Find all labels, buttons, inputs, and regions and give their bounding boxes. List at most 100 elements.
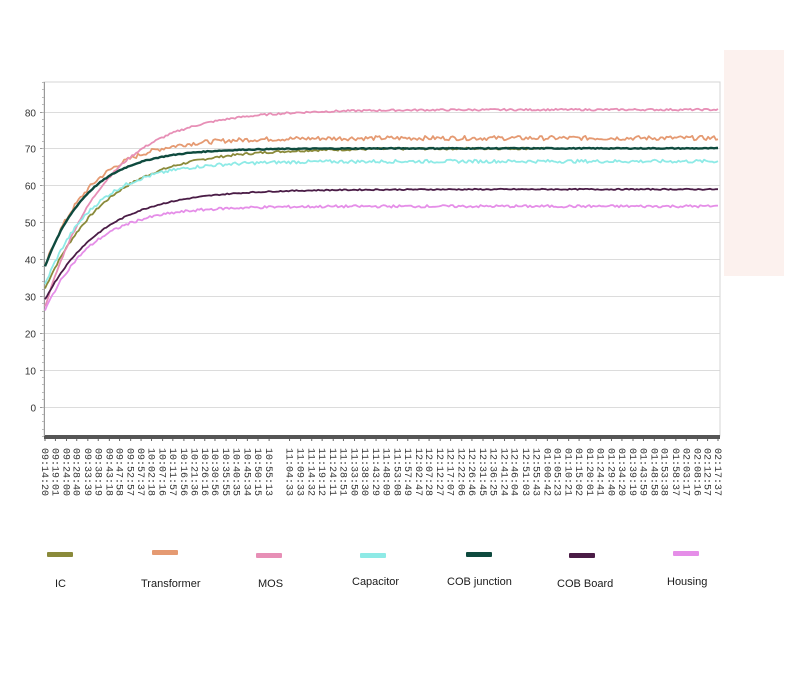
x-tick-label: 11:43:29 [369, 448, 380, 496]
x-tick-label: 09:47:58 [113, 448, 124, 496]
side-panel [724, 50, 784, 276]
y-tick-labels: 0 10 20 30 40 50 60 70 80 [25, 109, 37, 415]
x-tick-label: 09:24:00 [60, 448, 71, 496]
legend-label-housing: Housing [667, 576, 708, 588]
x-tick-label: 11:57:49 [401, 448, 412, 496]
series-line-cob-board [44, 187, 719, 300]
legend-label-ic: IC [55, 578, 66, 590]
legend-label-cob-board: COB Board [557, 578, 614, 590]
series-lines [43, 107, 719, 311]
x-tick-label: 01:10:21 [562, 448, 573, 496]
legend-label-mos: MOS [258, 578, 284, 590]
series-line-mos [44, 107, 719, 307]
x-tick-label: 09:14:20 [38, 448, 49, 496]
x-tick-label: 11:14:32 [305, 448, 316, 496]
x-tick-label: 12:41:24 [498, 448, 509, 496]
x-tick-label: 10:21:36 [187, 448, 198, 496]
x-tick-label: 12:07:28 [422, 448, 433, 496]
x-tick-label: 10:35:55 [219, 448, 230, 496]
x-axis-line [44, 435, 720, 439]
x-tick-label: 12:31:45 [476, 448, 487, 496]
x-tick-label: 10:50:15 [251, 448, 262, 496]
y-tick-label: 0 [30, 404, 36, 415]
x-tick-label: 02:12:57 [701, 448, 712, 496]
series-line-housing [44, 204, 719, 311]
x-tick-label: 11:09:33 [294, 448, 305, 496]
x-tick-label: 01:53:38 [658, 448, 669, 496]
x-tick-label: 01:29:40 [604, 448, 615, 496]
y-tick-label: 30 [25, 293, 37, 304]
x-tick-labels: 09:14:20 09:19:01 09:24:00 09:28:40 09:33:39… [38, 448, 722, 496]
x-tick-label: 09:52:57 [124, 448, 135, 496]
x-tick-label: 11:19:12 [315, 448, 326, 496]
x-tick-label: 09:28:40 [70, 448, 81, 496]
series-line-ic [44, 146, 545, 289]
x-tick-label: 12:55:43 [529, 448, 540, 496]
legend-swatch-transformer [152, 550, 178, 555]
y-tick-label: 80 [25, 109, 37, 120]
y-tick-label: 60 [25, 182, 37, 193]
x-tick-label: 09:43:18 [102, 448, 113, 496]
x-tick-label: 11:04:33 [283, 448, 294, 496]
x-tick-label: 02:03:17 [679, 448, 690, 496]
x-tick-label: 12:12:27 [433, 448, 444, 496]
x-tick-label: 01:48:58 [647, 448, 658, 496]
series-line-transformer [44, 135, 719, 265]
x-tick-label: 12:02:47 [412, 448, 423, 496]
x-tick-label: 10:40:35 [229, 448, 240, 496]
x-tick-label: 01:20:01 [583, 448, 594, 496]
y-tick-label: 50 [25, 219, 37, 230]
x-tick-label: 10:30:56 [208, 448, 219, 496]
x-tick-label: 01:58:37 [669, 448, 680, 496]
x-tick-label: 01:39:19 [626, 448, 637, 496]
legend-swatch-housing [673, 551, 699, 556]
legend-label-capacitor: Capacitor [352, 576, 400, 588]
series-line-capacitor [44, 158, 719, 285]
series-line-cob-junction [43, 146, 718, 267]
x-tick-label: 01:15:02 [572, 448, 583, 496]
x-tick-label: 12:36:25 [486, 448, 497, 496]
x-tick-label: 11:38:30 [358, 448, 369, 496]
y-tick-label: 40 [25, 256, 37, 267]
x-tick-label: 01:05:23 [551, 448, 562, 496]
legend-swatch-cob-board [569, 553, 595, 558]
x-tick-label: 01:43:59 [636, 448, 647, 496]
x-tick-label: 10:26:16 [198, 448, 209, 496]
grid-lines [44, 112, 720, 408]
legend-swatch-ic [47, 552, 73, 557]
x-tick-label: 01:00:42 [540, 448, 551, 496]
x-tick-label: 12:22:06 [455, 448, 466, 496]
x-tick-label: 12:26:46 [465, 448, 476, 496]
x-tick-label: 11:28:51 [336, 448, 347, 496]
x-tick-label: 01:24:41 [594, 448, 605, 496]
y-tick-label: 10 [25, 367, 37, 378]
legend-swatch-mos [256, 553, 282, 558]
x-tick-label: 10:07:16 [156, 448, 167, 496]
legend-label-transformer: Transformer [141, 578, 201, 590]
legend-swatch-capacitor [360, 553, 386, 558]
x-tick-label: 02:08:16 [690, 448, 701, 496]
x-tick-label: 11:53:08 [390, 448, 401, 496]
x-tick-label: 10:11:57 [166, 448, 177, 496]
x-tick-label: 10:16:56 [177, 448, 188, 496]
x-tick-label: 10:55:13 [262, 448, 273, 496]
legend-swatch-cob-junction [466, 552, 492, 557]
axes [40, 81, 721, 441]
x-tick-label: 01:34:20 [615, 448, 626, 496]
y-tick-label: 70 [25, 145, 37, 156]
x-tick-label: 09:57:37 [134, 448, 145, 496]
legend-label-cob-junction: COB junction [447, 576, 512, 588]
x-tick-label: 10:02:18 [145, 448, 156, 496]
x-tick-label: 09:33:39 [81, 448, 92, 496]
x-tick-label: 02:17:37 [711, 448, 722, 496]
x-tick-label: 09:19:01 [48, 448, 59, 496]
x-tick-label: 12:46:04 [508, 448, 519, 496]
x-tick-label: 11:24:11 [326, 448, 337, 496]
x-tick-label: 11:48:09 [379, 448, 390, 496]
x-tick-label: 09:38:19 [91, 448, 102, 496]
x-tick-label: 12:17:07 [444, 448, 455, 496]
x-tick-label: 12:51:03 [519, 448, 530, 496]
y-tick-label: 20 [25, 330, 37, 341]
x-tick-label: 10:45:34 [240, 448, 251, 496]
